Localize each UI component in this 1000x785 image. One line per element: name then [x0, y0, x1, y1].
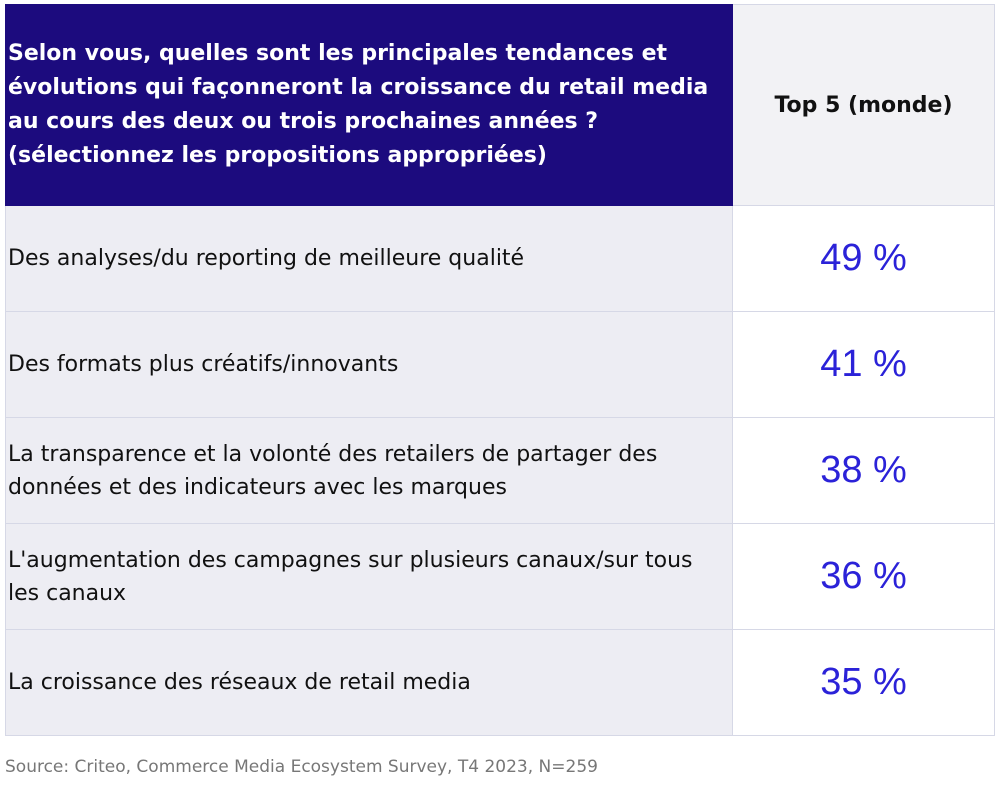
table-row: L'augmentation des campagnes sur plusieu…: [5, 523, 995, 630]
survey-question-header: Selon vous, quelles sont les principales…: [5, 4, 733, 206]
row-label: La transparence et la volonté des retail…: [5, 417, 733, 524]
row-value: 41 %: [732, 311, 995, 418]
table-row: Des analyses/du reporting de meilleure q…: [5, 205, 995, 312]
row-label: Des analyses/du reporting de meilleure q…: [5, 205, 733, 312]
top5-column-header: Top 5 (monde): [732, 4, 995, 206]
survey-table-container: Selon vous, quelles sont les principales…: [5, 4, 995, 736]
row-value: 38 %: [732, 417, 995, 524]
table-row: La croissance des réseaux de retail medi…: [5, 629, 995, 736]
row-label: La croissance des réseaux de retail medi…: [5, 629, 733, 736]
row-label: L'augmentation des campagnes sur plusieu…: [5, 523, 733, 630]
row-value: 49 %: [732, 205, 995, 312]
table-header-row: Selon vous, quelles sont les principales…: [5, 4, 995, 206]
source-note: Source: Criteo, Commerce Media Ecosystem…: [5, 757, 598, 777]
row-value: 35 %: [732, 629, 995, 736]
survey-table: Selon vous, quelles sont les principales…: [5, 4, 995, 736]
table-row: La transparence et la volonté des retail…: [5, 417, 995, 524]
row-value: 36 %: [732, 523, 995, 630]
table-row: Des formats plus créatifs/innovants 41 %: [5, 311, 995, 418]
row-label: Des formats plus créatifs/innovants: [5, 311, 733, 418]
